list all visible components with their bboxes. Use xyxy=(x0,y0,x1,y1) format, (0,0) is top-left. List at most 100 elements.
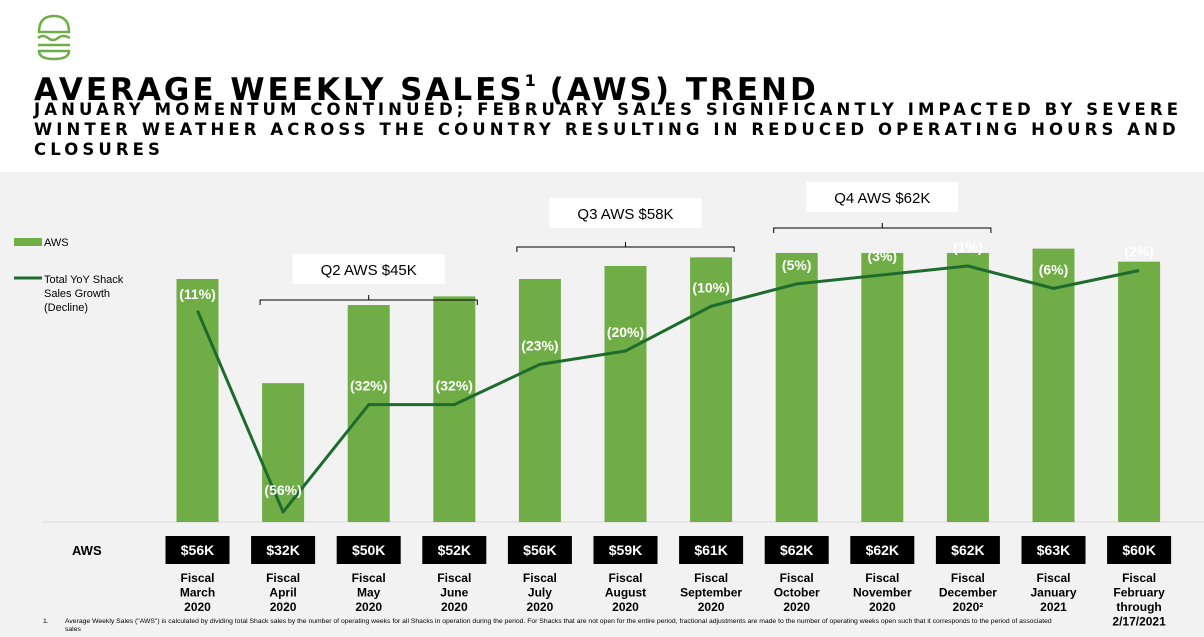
x-tick-label: Fiscal xyxy=(608,571,642,585)
x-tick-label: March xyxy=(180,586,215,600)
x-tick-label: 2020 xyxy=(270,600,297,614)
x-tick-label: 2020 xyxy=(355,600,382,614)
x-tick-label: November xyxy=(853,586,912,600)
aws-value-label: $62K xyxy=(780,542,813,558)
yoy-data-label: (20%) xyxy=(607,324,644,340)
aws-value-label: $62K xyxy=(866,542,899,558)
aws-value-label: $52K xyxy=(438,542,471,558)
yoy-data-label: (6%) xyxy=(1039,261,1069,277)
x-tick-label: July xyxy=(528,586,552,600)
page-title: AVERAGE WEEKLY SALES1 (AWS) TREND xyxy=(34,64,819,107)
aws-value-label: $59K xyxy=(609,542,642,558)
aws-value-label: $32K xyxy=(266,542,299,558)
x-tick-label: Fiscal xyxy=(266,571,300,585)
aws-bar xyxy=(1118,261,1161,522)
x-tick-label: Fiscal xyxy=(1122,571,1156,585)
yoy-data-label: (56%) xyxy=(264,482,301,498)
yoy-data-label: (32%) xyxy=(436,378,473,394)
x-tick-label: Fiscal xyxy=(437,571,471,585)
x-tick-label: 2020 xyxy=(184,600,211,614)
x-tick-label: February xyxy=(1113,586,1165,600)
aws-bar xyxy=(433,296,476,522)
aws-value-label: $60K xyxy=(1122,542,1155,558)
x-tick-label: Fiscal xyxy=(780,571,814,585)
aws-value-box xyxy=(1107,536,1172,564)
x-tick-label: 2021 xyxy=(1040,600,1067,614)
aws-value-box xyxy=(679,536,744,564)
aws-value-box xyxy=(764,536,829,564)
yoy-data-label: (5%) xyxy=(782,257,812,273)
quarter-label-box xyxy=(549,198,702,228)
legend-yoy-label: Sales Growth xyxy=(44,288,110,300)
quarter-label-box xyxy=(806,182,959,212)
quarter-bracket xyxy=(773,223,992,233)
yoy-data-label: (11%) xyxy=(179,286,216,302)
aws-value-box xyxy=(850,536,915,564)
title-text: AVERAGE WEEKLY SALES xyxy=(34,72,525,108)
aws-value-box xyxy=(1021,536,1086,564)
aws-value-box xyxy=(336,536,401,564)
legend-aws-label: AWS xyxy=(44,237,69,249)
aws-value-box xyxy=(593,536,658,564)
aws-row-label: AWS xyxy=(72,543,102,558)
aws-value-label: $50K xyxy=(352,542,385,558)
aws-bar xyxy=(176,279,219,522)
x-tick-label: June xyxy=(440,586,468,600)
aws-value-box xyxy=(422,536,487,564)
x-tick-label: 2020 xyxy=(869,600,896,614)
x-tick-label: 2020² xyxy=(953,600,984,614)
yoy-data-label: (32%) xyxy=(350,378,387,394)
x-tick-label: Fiscal xyxy=(1036,571,1070,585)
x-tick-label: September xyxy=(680,586,742,600)
x-tick-label: 2020 xyxy=(612,600,639,614)
aws-bar xyxy=(775,252,818,522)
yoy-growth-line xyxy=(196,264,1140,514)
yoy-data-label: (10%) xyxy=(692,279,729,295)
aws-bar xyxy=(347,305,390,522)
legend-aws-swatch xyxy=(14,238,42,246)
footnote-number: 1. xyxy=(43,618,49,625)
x-tick-label: Fiscal xyxy=(951,571,985,585)
x-tick-label: Fiscal xyxy=(180,571,214,585)
x-tick-label: Fiscal xyxy=(694,571,728,585)
burger-icon xyxy=(37,14,71,61)
quarter-bracket xyxy=(516,242,735,252)
yoy-data-label: (1%) xyxy=(953,239,983,255)
x-tick-label: May xyxy=(357,586,381,600)
x-tick-label: 2020 xyxy=(698,600,725,614)
x-tick-label: October xyxy=(774,586,820,600)
aws-bar xyxy=(1032,248,1075,522)
quarter-label: Q2 AWS $45K xyxy=(321,262,417,279)
footnote-text: Average Weekly Sales ("AWS") is calculat… xyxy=(65,618,1052,633)
aws-bar xyxy=(690,257,733,522)
aws-value-label: $61K xyxy=(694,542,727,558)
x-tick-label: December xyxy=(939,586,997,600)
aws-chart: (11%) (56%) (32%) (32%) (23%) (20%) (10%) (5%) (… xyxy=(14,182,1204,629)
x-tick-label: 2020 xyxy=(441,600,468,614)
aws-value-box xyxy=(251,536,316,564)
x-tick-label: Fiscal xyxy=(352,571,386,585)
yoy-data-label: (23%) xyxy=(521,337,558,353)
aws-value-box xyxy=(165,536,230,564)
aws-value-label: $63K xyxy=(1037,542,1070,558)
aws-bar xyxy=(518,279,561,522)
x-tick-label: through xyxy=(1116,600,1161,614)
x-tick-label: August xyxy=(605,586,646,600)
aws-value-box xyxy=(507,536,572,564)
legend-yoy-label: (Decline) xyxy=(44,302,88,314)
yoy-data-label: (3%) xyxy=(868,248,898,264)
title-suffix: (AWS) TREND xyxy=(535,72,819,108)
x-tick-label: January xyxy=(1030,586,1076,600)
aws-bar xyxy=(262,383,305,522)
aws-bar xyxy=(946,252,989,522)
legend-yoy-label: Total YoY Shack xyxy=(44,274,124,286)
aws-value-box xyxy=(935,536,1000,564)
quarter-label: Q4 AWS $62K xyxy=(834,190,930,207)
aws-bar xyxy=(861,252,904,522)
x-tick-label: April xyxy=(269,586,296,600)
quarter-label-box xyxy=(292,254,445,284)
x-tick-label: 2020 xyxy=(527,600,554,614)
aws-bar xyxy=(604,265,647,522)
quarter-bracket xyxy=(259,295,478,305)
quarter-label: Q3 AWS $58K xyxy=(577,206,673,223)
